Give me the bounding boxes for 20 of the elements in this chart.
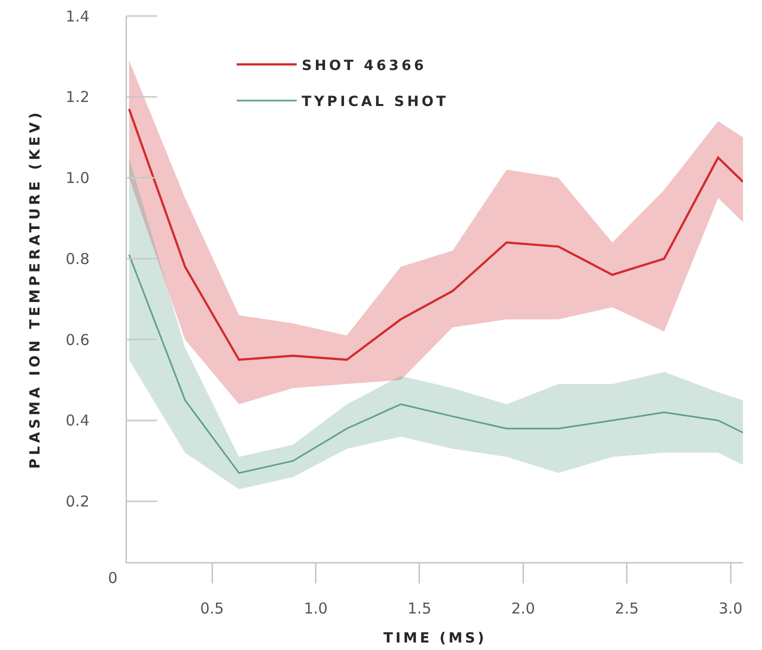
y-axis-title: PLASMA ION TEMPERATURE (KEV) xyxy=(27,109,44,469)
x-tick-label: 2.0 xyxy=(511,600,536,618)
x-axis-title: TIME (MS) xyxy=(383,630,487,647)
y-tick-label: 1.4 xyxy=(66,7,90,26)
y-tick-label: 0.6 xyxy=(66,330,90,349)
x-tick-label: 2.5 xyxy=(614,600,639,618)
y-tick-label: 1.0 xyxy=(66,169,90,188)
y-tick-label: 0.2 xyxy=(66,492,90,511)
y-tick-label: 0.4 xyxy=(66,412,90,430)
line-series xyxy=(128,254,743,474)
y-tick-label: 1.2 xyxy=(66,88,90,106)
text: 0 xyxy=(108,569,118,587)
x-tick-label: 3.0 xyxy=(718,600,742,618)
legend-label: SHOT 46366 xyxy=(302,58,427,74)
line-series xyxy=(128,108,743,361)
x-tick-label: 1.5 xyxy=(408,600,432,618)
y-tick-label: 0.8 xyxy=(66,250,90,268)
legend-label: TYPICAL SHOT xyxy=(302,94,449,110)
x-tick-label: 1.0 xyxy=(304,600,328,618)
x-tick-label: 0.5 xyxy=(200,600,224,618)
